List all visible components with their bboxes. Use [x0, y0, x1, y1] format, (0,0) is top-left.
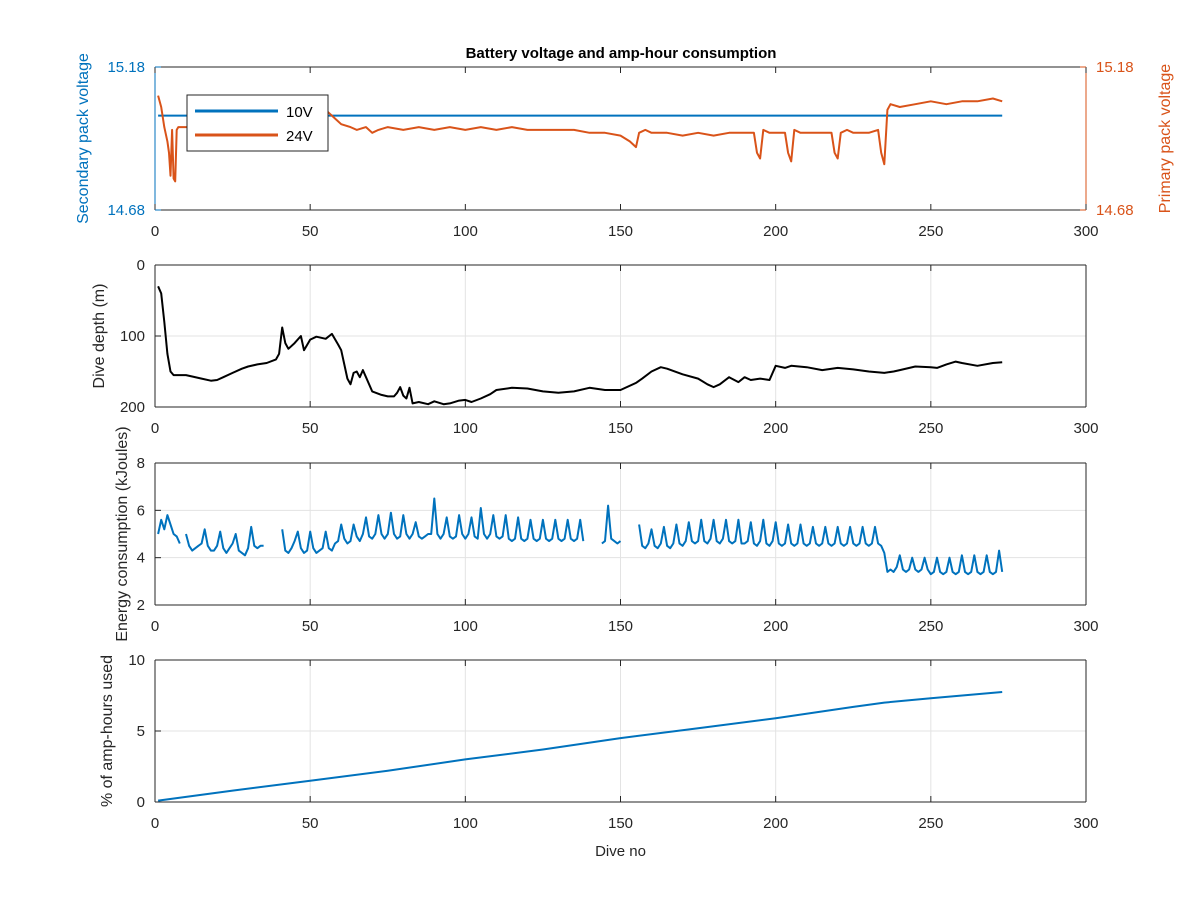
series-line-s0 [157, 285, 1003, 406]
y-tick-label: 0 [137, 794, 145, 811]
x-tick-label: 0 [151, 420, 159, 437]
dive-depth-plot: 0 50 100 150 200 250 300 0 100 200 Dive depth (m) [91, 257, 1099, 437]
x-tick-label: 150 [608, 420, 633, 437]
series-line-s0 [601, 504, 622, 545]
series-line-s0 [185, 525, 264, 557]
y-tick-label-right: 14.68 [1096, 202, 1134, 219]
legend-label-24v: 24V [286, 128, 313, 145]
x-tick-label: 150 [608, 223, 633, 240]
energy-consumption-plot: 0 50 100 150 200 250 300 2 4 6 8 Energy consumption… [114, 426, 1099, 641]
y-axis-label-right: Primary pack voltage [1157, 64, 1174, 213]
y-tick-label: 4 [137, 550, 145, 567]
x-tick-label: 250 [918, 420, 943, 437]
x-tick-label: 0 [151, 815, 159, 832]
x-tick-label: 300 [1073, 815, 1098, 832]
y-axis-label: Dive depth (m) [91, 284, 108, 389]
y-tick-label-right: 15.18 [1096, 59, 1134, 76]
y-tick-label: 14.68 [107, 202, 145, 219]
series-line-s0 [281, 497, 585, 554]
x-tick-label: 0 [151, 223, 159, 240]
legend-box [186, 94, 329, 152]
y-axis-label: Energy consumption (kJoules) [114, 426, 131, 641]
x-tick-label: 200 [763, 223, 788, 240]
y-axis-label: % of amp-hours used [99, 655, 116, 807]
y-tick-label: 15.18 [107, 59, 145, 76]
x-tick-label: 100 [453, 223, 478, 240]
voltage-plot: 0 50 100 150 200 250 300 14.68 15.18 14.68 15.18 Se… [75, 53, 1174, 240]
y-tick-label: 200 [120, 399, 145, 416]
figure-title: Battery voltage and amp-hour consumption [466, 45, 777, 62]
x-tick-label: 200 [763, 420, 788, 437]
x-tick-label: 50 [302, 618, 319, 635]
x-tick-label: 100 [453, 815, 478, 832]
x-tick-label: 50 [302, 815, 319, 832]
x-tick-label: 100 [453, 420, 478, 437]
series-line-s0 [638, 518, 1004, 576]
x-tick-label: 250 [918, 815, 943, 832]
y-tick-label: 100 [120, 328, 145, 345]
x-tick-label: 300 [1073, 618, 1098, 635]
x-tick-label: 150 [608, 618, 633, 635]
y-axis-label-left: Secondary pack voltage [75, 53, 92, 224]
y-tick-label: 2 [137, 597, 145, 614]
x-tick-label: 250 [918, 618, 943, 635]
x-axis-label: Dive no [595, 843, 646, 860]
x-tick-label: 150 [608, 815, 633, 832]
y-tick-label: 0 [137, 257, 145, 274]
x-tick-label: 300 [1073, 420, 1098, 437]
series-line-s0 [157, 691, 1003, 802]
amp-hours-plot: 0 50 100 150 200 250 300 0 5 10 % of amp-hours use… [99, 652, 1099, 860]
y-tick-label: 10 [128, 652, 145, 669]
x-tick-label: 250 [918, 223, 943, 240]
x-tick-label: 200 [763, 618, 788, 635]
series-line-s0 [157, 514, 181, 544]
x-tick-label: 0 [151, 618, 159, 635]
x-tick-label: 300 [1073, 223, 1098, 240]
legend-label-10v: 10V [286, 104, 313, 121]
x-tick-label: 200 [763, 815, 788, 832]
y-tick-label: 8 [137, 455, 145, 472]
x-tick-label: 100 [453, 618, 478, 635]
x-tick-label: 50 [302, 223, 319, 240]
y-tick-label: 5 [137, 723, 145, 740]
y-tick-label: 6 [137, 502, 145, 519]
x-tick-label: 50 [302, 420, 319, 437]
